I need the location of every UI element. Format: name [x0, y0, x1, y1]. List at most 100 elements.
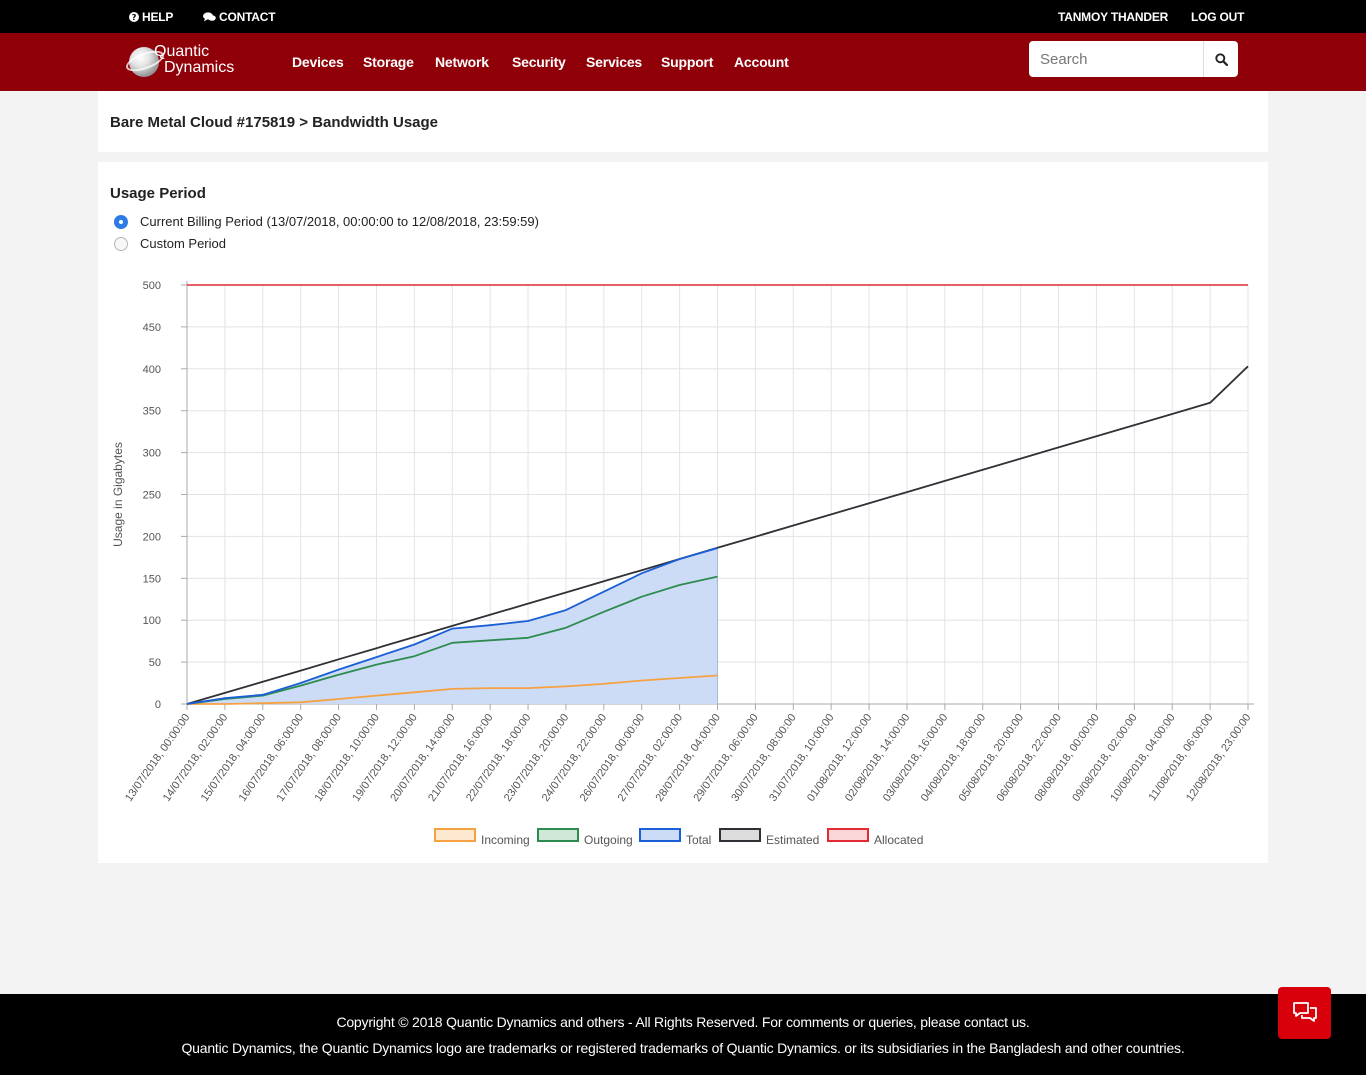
x-tick-label: 26/07/2018, 00:00:00 [578, 712, 647, 804]
logout-label: LOG OUT [1191, 10, 1245, 24]
y-tick-label: 0 [155, 699, 161, 711]
nav-security[interactable]: Security [512, 54, 566, 70]
x-tick-label: 13/07/2018, 00:00:00 [123, 712, 192, 804]
x-tick-label: 20/07/2018, 14:00:00 [388, 712, 457, 804]
y-tick-label: 300 [143, 448, 161, 460]
brand-line1: Quantic [154, 43, 210, 60]
contact-label: CONTACT [219, 10, 276, 24]
x-tick-label: 19/07/2018, 12:00:00 [350, 712, 419, 804]
y-tick-label: 500 [143, 280, 161, 292]
x-tick-label: 30/07/2018, 08:00:00 [729, 712, 798, 804]
breadcrumb-card: Bare Metal Cloud #175819 > Bandwidth Usa… [98, 91, 1268, 152]
legend-label-incoming: Incoming [481, 833, 530, 847]
legend-label-allocated: Allocated [874, 833, 923, 847]
current-billing-period-label: Current Billing Period (13/07/2018, 00:0… [140, 214, 539, 229]
legend-swatch-allocated [827, 828, 869, 842]
x-tick-label: 04/08/2018, 18:00:00 [919, 712, 988, 804]
main-navbar: Quantic Dynamics Devices Storage Network… [0, 33, 1366, 91]
x-tick-label: 14/07/2018, 02:00:00 [161, 712, 230, 804]
legend-swatch-total [639, 828, 681, 842]
footer-copyright: Copyright © 2018 Quantic Dynamics and ot… [336, 1014, 1030, 1030]
chat-icon [1292, 1002, 1317, 1022]
legend-swatch-outgoing [537, 828, 579, 842]
search-button[interactable] [1203, 41, 1238, 77]
y-tick-label: 100 [143, 615, 161, 627]
current-billing-period-radio[interactable] [114, 214, 128, 229]
x-tick-label: 10/08/2018, 04:00:00 [1108, 712, 1177, 804]
live-chat-button[interactable] [1278, 987, 1331, 1039]
help-link[interactable]: ? HELP [129, 10, 173, 24]
nav-support[interactable]: Support [661, 54, 714, 70]
nav-devices[interactable]: Devices [292, 54, 344, 70]
search-box [1029, 41, 1238, 77]
y-tick-label: 150 [143, 573, 161, 585]
series-total-area [187, 548, 718, 704]
question-circle-icon: ? [129, 12, 139, 22]
legend-swatch-estimated [719, 828, 761, 842]
x-tick-label: 16/07/2018, 06:00:00 [237, 712, 306, 804]
series-line-total [186, 547, 718, 705]
brand-logo[interactable]: Quantic Dynamics [123, 41, 259, 83]
x-tick-label: 05/08/2018, 20:00:00 [957, 712, 1026, 804]
legend-label-outgoing: Outgoing [584, 833, 633, 847]
x-tick-label: 06/08/2018, 22:00:00 [995, 712, 1064, 804]
usage-period-title: Usage Period [110, 185, 206, 202]
x-tick-label: 08/08/2018, 00:00:00 [1032, 712, 1101, 804]
y-tick-label: 450 [143, 322, 161, 334]
search-input[interactable] [1029, 41, 1203, 77]
nav-account[interactable]: Account [734, 54, 789, 70]
x-tick-label: 29/07/2018, 06:00:00 [691, 712, 760, 804]
x-tick-label: 22/07/2018, 18:00:00 [464, 712, 533, 804]
custom-period-radio[interactable] [114, 236, 128, 251]
legend-label-estimated: Estimated [766, 833, 819, 847]
brand-name: Quantic Dynamics [154, 44, 234, 76]
x-tick-label: 21/07/2018, 16:00:00 [426, 712, 495, 804]
logout-link[interactable]: LOG OUT [1191, 10, 1244, 24]
y-tick-label: 350 [143, 406, 161, 418]
custom-period-option[interactable]: Custom Period [114, 236, 226, 251]
user-account-link[interactable]: TANMOY THANDER [1058, 10, 1168, 24]
chat-bubbles-icon [203, 12, 216, 22]
series-line-outgoing [186, 575, 718, 705]
x-tick-label: 11/08/2018, 06:00:00 [1147, 712, 1216, 803]
footer: Copyright © 2018 Quantic Dynamics and ot… [0, 994, 1366, 1075]
legend-swatch-incoming [434, 828, 476, 842]
x-tick-label: 28/07/2018, 04:00:00 [653, 712, 722, 804]
custom-period-label: Custom Period [140, 236, 226, 251]
x-tick-label: 03/08/2018, 16:00:00 [881, 712, 950, 804]
y-tick-label: 200 [143, 531, 161, 543]
bandwidth-usage-card: Usage Period Current Billing Period (13/… [98, 162, 1268, 863]
y-tick-label: 250 [143, 490, 161, 502]
x-tick-label: 27/07/2018, 02:00:00 [616, 712, 685, 804]
nav-network[interactable]: Network [435, 54, 489, 70]
nav-services[interactable]: Services [586, 54, 643, 70]
nav-storage[interactable]: Storage [363, 54, 414, 70]
x-tick-label: 18/07/2018, 10:00:00 [312, 712, 381, 804]
x-tick-label: 17/07/2018, 08:00:00 [275, 712, 344, 804]
x-tick-label: 15/07/2018, 04:00:00 [199, 712, 268, 804]
x-tick-label: 09/08/2018, 02:00:00 [1070, 712, 1139, 804]
y-axis-title: Usage in Gigabytes [111, 442, 125, 547]
legend-label-total: Total [686, 833, 711, 847]
brand-line2: Dynamics [164, 59, 235, 76]
search-icon [1214, 52, 1228, 66]
x-tick-label: 24/07/2018, 22:00:00 [540, 712, 609, 804]
y-tick-label: 50 [149, 657, 161, 669]
y-tick-label: 400 [143, 364, 161, 376]
chart-grid [187, 284, 1249, 705]
breadcrumb: Bare Metal Cloud #175819 > Bandwidth Usa… [110, 114, 439, 131]
logo-sphere-icon [129, 47, 159, 77]
svg-text:?: ? [132, 13, 137, 22]
x-tick-label: 23/07/2018, 20:00:00 [502, 712, 571, 804]
user-name: TANMOY THANDER [1058, 10, 1169, 24]
x-tick-label: 31/07/2018, 10:00:00 [767, 712, 836, 804]
contact-link[interactable]: CONTACT [203, 10, 276, 24]
series-line-incoming [187, 674, 718, 705]
x-tick-label: 01/08/2018, 12:00:00 [805, 712, 874, 804]
current-billing-period-option[interactable]: Current Billing Period (13/07/2018, 00:0… [114, 214, 539, 229]
chart-legend: Incoming Outgoing Total Estimated Allocated [434, 828, 923, 847]
series-line-estimated [186, 365, 1249, 705]
help-label: HELP [142, 10, 174, 24]
top-bar: ? HELP CONTACT TANMOY THANDER LOG OUT [0, 0, 1366, 33]
